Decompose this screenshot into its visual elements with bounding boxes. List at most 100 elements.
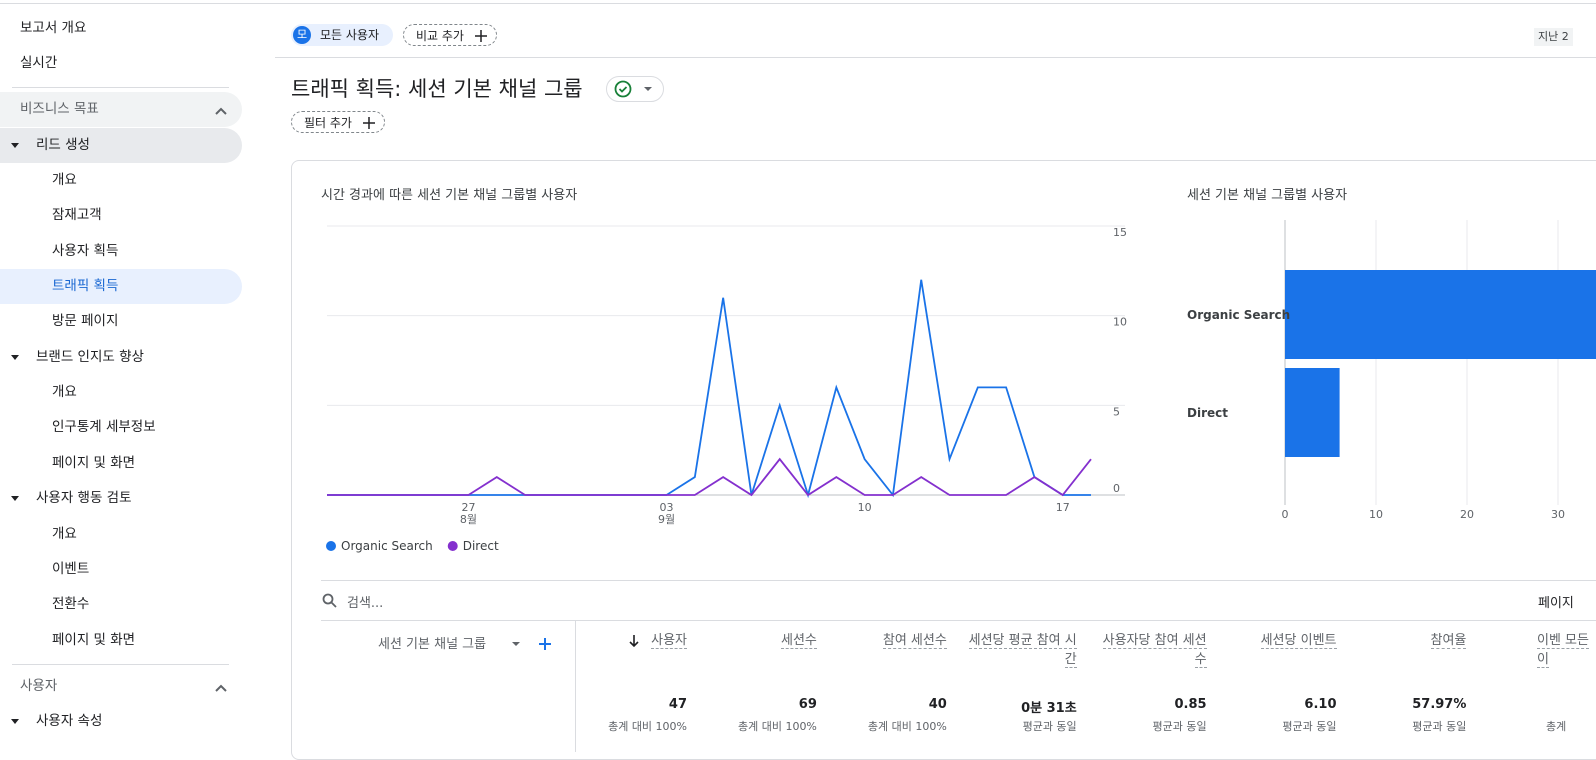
total-note: 총계 <box>1546 720 1567 733</box>
column-header: 사용자 <box>577 631 687 650</box>
total-value: 0분 31초 <box>1021 701 1077 716</box>
x-month-label: 8월 <box>460 513 477 526</box>
total-note: 총계 대비 100% <box>867 720 947 733</box>
divider <box>321 580 1596 581</box>
nav-item[interactable]: 사용자 획득 <box>52 243 119 259</box>
total-note: 평균과 동일 <box>1282 720 1337 733</box>
nav-section[interactable]: 비즈니스 목표 <box>0 92 242 127</box>
column-header: 이벤 모든 이 <box>1537 631 1596 669</box>
total-note: 총계 대비 100% <box>608 720 687 733</box>
x-tick-label: 30 <box>1551 508 1565 521</box>
x-tick-label: 17 <box>1056 501 1070 514</box>
x-tick-label: 03 <box>660 501 674 514</box>
column-header: 세션수 <box>707 631 817 650</box>
nav-item[interactable]: 개요 <box>52 384 77 400</box>
sort-icon <box>629 635 639 648</box>
sidebar-icons <box>11 107 227 724</box>
total-value: 47 <box>668 697 687 712</box>
nav-item[interactable]: 전환수 <box>52 596 90 612</box>
y-tick-label: 5 <box>1113 405 1120 418</box>
legend-label: Organic Search <box>341 539 433 553</box>
bar <box>1285 368 1340 457</box>
top-border <box>0 3 1596 4</box>
nav-group[interactable]: 브랜드 인지도 향상 <box>36 349 144 365</box>
x-month-label: 9월 <box>658 513 675 526</box>
search-icon <box>322 593 337 608</box>
nav-item[interactable]: 방문 페이지 <box>52 313 119 329</box>
bar <box>1285 270 1596 359</box>
column-header-text: 참여 세션수 <box>882 633 947 649</box>
x-tick-label: 10 <box>1369 508 1383 521</box>
column-header: 세션당 이벤트 <box>1227 631 1337 650</box>
chart-title: 시간 경과에 따른 세션 기본 채널 그룹별 사용자 <box>321 188 577 203</box>
y-tick-label: 15 <box>1113 226 1127 239</box>
total-note: 평균과 동일 <box>1152 720 1207 733</box>
status-chip[interactable] <box>606 76 664 102</box>
y-tick-label: 0 <box>1113 482 1120 495</box>
column-header: 세션당 평균 참여 시간 <box>967 631 1077 669</box>
divider <box>12 664 229 665</box>
x-tick-label: 27 <box>461 501 475 514</box>
nav-group[interactable]: 사용자 속성 <box>36 713 103 729</box>
plus-icon <box>475 30 487 42</box>
filter-chip[interactable]: 필터 추가 <box>291 111 385 133</box>
divider <box>12 87 229 88</box>
nav-item[interactable]: 이벤트 <box>52 561 90 577</box>
nav-item[interactable]: 잠재고객 <box>52 207 102 223</box>
y-tick-label: 10 <box>1113 316 1127 329</box>
total-value: 6.10 <box>1304 697 1337 712</box>
compare-chip[interactable]: 비교 추가 <box>403 24 497 46</box>
dimension-select[interactable]: 세션 기본 채널 그룹 <box>378 637 487 652</box>
y-category-label: Direct <box>1187 406 1228 420</box>
nav-group[interactable]: 사용자 행동 검토 <box>36 490 132 506</box>
nav-item[interactable]: 개요 <box>52 526 77 542</box>
column-header-text: 참여율 <box>1430 633 1467 649</box>
nav-item[interactable]: 페이지 및 화면 <box>52 632 136 648</box>
column-header-text: 이벤 모든 이 <box>1537 633 1589 668</box>
total-value: 0.85 <box>1174 697 1207 712</box>
total-value: 40 <box>928 697 947 712</box>
nav-group[interactable]: 리드 생성 <box>0 128 242 163</box>
total-note: 총계 대비 100% <box>737 720 817 733</box>
plus-icon <box>363 117 375 129</box>
check-icon <box>614 80 652 98</box>
nav-section[interactable]: 사용자 <box>20 678 58 694</box>
x-tick-label: 20 <box>1460 508 1474 521</box>
nav-item-selected[interactable]: 트래픽 획득 <box>0 269 242 304</box>
legend-marker <box>326 541 336 551</box>
total-value: 57.97% <box>1412 697 1467 712</box>
column-header: 참여 세션수 <box>837 631 947 650</box>
legend-marker <box>447 541 458 551</box>
compare-label: 비교 추가 <box>416 29 464 43</box>
search-input[interactable]: 검색... <box>347 596 384 611</box>
nav-item[interactable]: 페이지 및 화면 <box>52 455 136 471</box>
date-range[interactable]: 지난 2 <box>1534 28 1573 46</box>
nav-item[interactable]: 인구통계 세부정보 <box>52 419 156 435</box>
column-header-text: 사용자당 참여 세션수 <box>1102 633 1207 668</box>
divider <box>575 620 576 752</box>
total-note: 평균과 동일 <box>1022 720 1077 733</box>
filter-label: 필터 추가 <box>304 116 352 130</box>
dimension-icons <box>512 638 551 650</box>
x-tick-label: 0 <box>1282 508 1289 521</box>
avatar: 모 <box>293 26 311 44</box>
column-header: 사용자당 참여 세션수 <box>1097 631 1207 669</box>
nav-item[interactable]: 실시간 <box>20 55 58 71</box>
divider <box>275 57 1596 58</box>
total-value: 69 <box>798 697 817 712</box>
nav-item[interactable]: 보고서 개요 <box>20 20 87 36</box>
column-header-text: 세션당 평균 참여 시간 <box>968 633 1077 668</box>
legend-label: Direct <box>463 539 499 553</box>
chart-title: 세션 기본 채널 그룹별 사용자 <box>1187 188 1347 203</box>
x-tick-label: 10 <box>858 501 872 514</box>
column-header: 참여율 <box>1356 631 1467 650</box>
pagination[interactable]: 페이지 <box>1538 596 1574 611</box>
y-category-label: Organic Search <box>1187 308 1290 322</box>
divider <box>321 620 1596 621</box>
nav-item[interactable]: 개요 <box>52 172 77 188</box>
series-line <box>327 457 1092 497</box>
page-title: 트래픽 획득: 세션 기본 채널 그룹 <box>291 77 583 101</box>
segment-chip[interactable]: 모든 사용자 <box>291 24 393 46</box>
